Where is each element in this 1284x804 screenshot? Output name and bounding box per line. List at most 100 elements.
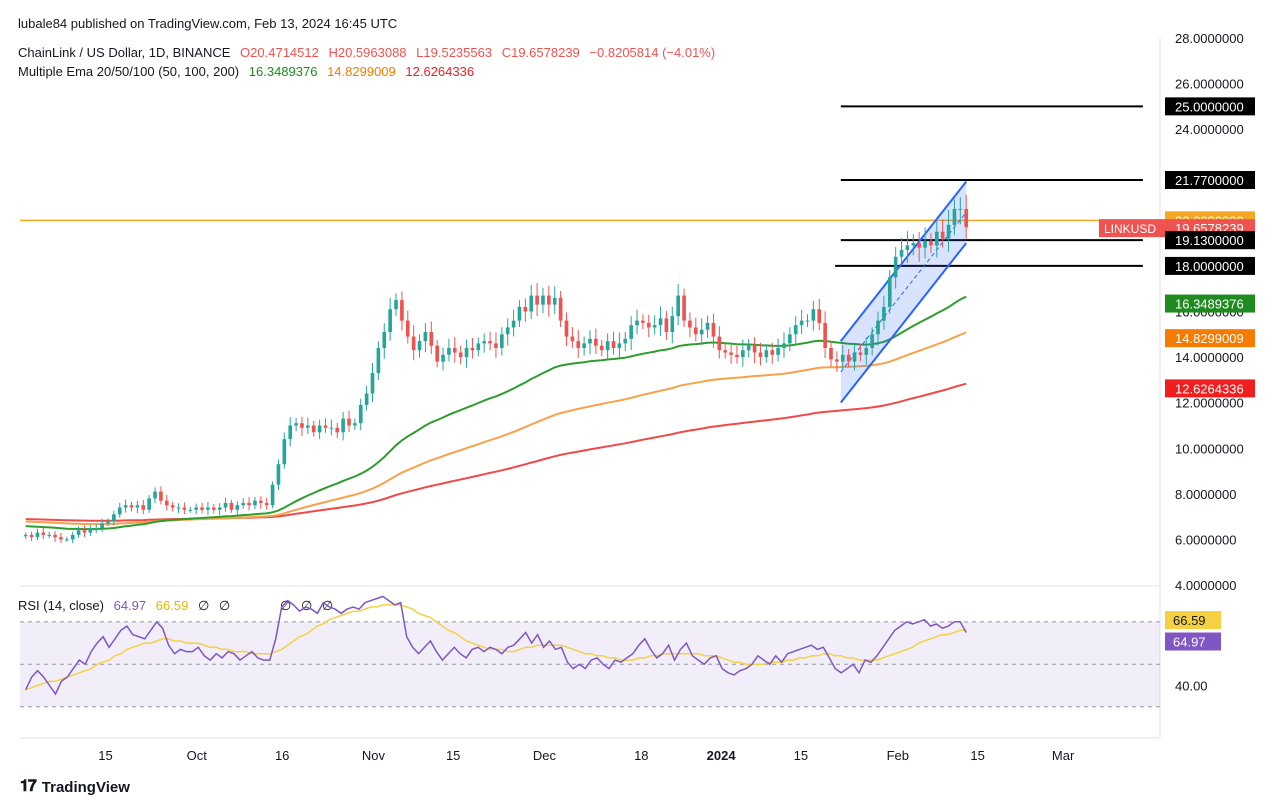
tradingview-logo-icon: 𝟏𝟕 <box>20 778 37 795</box>
rsi-ma-tag-bg <box>1165 611 1221 630</box>
candle-body <box>447 347 451 355</box>
x-tick-label: Nov <box>362 748 386 763</box>
candle-body <box>311 425 316 433</box>
y-tick-label: 4.0000000 <box>1175 578 1236 593</box>
price-tag-bg <box>1165 379 1255 398</box>
channel-upper-line <box>840 180 967 342</box>
y-tick-label: 28.0000000 <box>1175 31 1244 46</box>
x-tick-label: 2024 <box>707 748 737 763</box>
price-tag-bg <box>1165 231 1255 250</box>
candle-body <box>529 295 534 312</box>
candle-body <box>758 352 763 358</box>
na-mark: ∅ <box>218 598 231 613</box>
candle-body <box>76 530 81 535</box>
candle-body <box>934 231 939 246</box>
candle-body <box>952 208 957 225</box>
candle-body <box>47 534 52 536</box>
candle-body <box>705 322 710 330</box>
symbol-legend: ChainLink / US Dollar, 1D, BINANCE O20.4… <box>18 45 721 60</box>
candle-body <box>123 505 128 508</box>
candle-body <box>817 309 822 323</box>
candle-body <box>217 507 222 510</box>
candle-body <box>776 347 780 355</box>
candle-body <box>129 505 134 508</box>
candle-body <box>335 427 340 433</box>
candle-body <box>723 350 728 353</box>
candle-body <box>870 334 874 348</box>
candle-body <box>423 332 428 342</box>
candle-body <box>341 418 345 433</box>
candle-body <box>229 502 234 510</box>
y-tick-label: 24.0000000 <box>1175 122 1244 137</box>
candle-body <box>852 352 857 362</box>
rsi-value: 64.97 <box>113 598 147 613</box>
candle-body <box>893 256 898 278</box>
ema-legend: Multiple Ema 20/50/100 (50, 100, 200) 16… <box>18 64 480 79</box>
candle-body <box>347 418 351 426</box>
candle-body <box>241 502 246 506</box>
candle-body <box>282 439 287 465</box>
candle-body <box>629 325 633 339</box>
candle-body <box>94 528 99 530</box>
tradingview-brand[interactable]: 𝟏𝟕 TradingView <box>20 778 130 796</box>
candle-body <box>112 514 116 522</box>
candle-body <box>840 354 845 362</box>
x-tick-label: 18 <box>634 748 648 763</box>
y-tick-label: 12.0000000 <box>1175 396 1244 411</box>
candle-body <box>65 539 69 541</box>
candle-body <box>711 322 716 337</box>
rsi-ma-tag-value: 66.59 <box>1173 613 1206 628</box>
ema-label: Multiple Ema 20/50/100 (50, 100, 200) <box>18 64 240 79</box>
candle-body <box>100 523 104 529</box>
candle-body <box>223 502 228 508</box>
candle-body <box>264 502 269 506</box>
candle-body <box>470 347 475 351</box>
candle-body <box>547 295 551 305</box>
rsi-tag-bg <box>1165 632 1221 651</box>
candle-body <box>452 347 457 353</box>
candle-body <box>306 425 310 428</box>
rsi-line <box>25 595 967 696</box>
ema50-value: 16.3489376 <box>248 64 318 79</box>
candle-body <box>676 295 680 317</box>
symbol-tag-label: LINKUSD <box>1104 222 1156 236</box>
candle-body <box>106 521 110 524</box>
candle-body <box>253 500 257 506</box>
low-value: L19.5235563 <box>416 45 493 60</box>
candle-body <box>658 318 663 326</box>
candle-body <box>617 343 622 348</box>
candle-body <box>88 528 93 533</box>
candle-body <box>558 297 563 321</box>
y-tick-label: 6.0000000 <box>1175 532 1236 547</box>
candle-body <box>605 341 610 351</box>
candle-body <box>70 534 75 540</box>
candle-body <box>247 502 251 506</box>
candle-body <box>670 316 675 333</box>
candle-body <box>552 297 557 305</box>
x-tick-label: Feb <box>887 748 909 763</box>
open-value: O20.4714512 <box>240 45 319 60</box>
candle-body <box>799 320 804 326</box>
candle-body <box>946 224 951 239</box>
candle-body <box>664 318 669 333</box>
rsi-ma-value: 66.59 <box>155 598 189 613</box>
x-tick-label: Oct <box>187 748 208 763</box>
symbol-name: ChainLink / US Dollar, 1D, BINANCE <box>18 45 231 60</box>
channel-mid-line <box>840 212 967 373</box>
y-tick-label: 26.0000000 <box>1175 77 1244 92</box>
ema50-line <box>25 295 967 531</box>
candle-body <box>752 345 757 353</box>
candle-body <box>741 350 745 358</box>
candle-body <box>300 423 304 428</box>
candle-body <box>958 208 963 210</box>
candle-body <box>259 500 263 503</box>
candle-body <box>511 320 516 328</box>
candle-body <box>882 306 886 321</box>
candle-body <box>458 352 463 358</box>
candle-body <box>864 347 869 355</box>
candle-body <box>405 320 410 337</box>
candle-body <box>735 354 739 358</box>
candle-body <box>699 329 704 335</box>
candle-body <box>582 343 586 348</box>
